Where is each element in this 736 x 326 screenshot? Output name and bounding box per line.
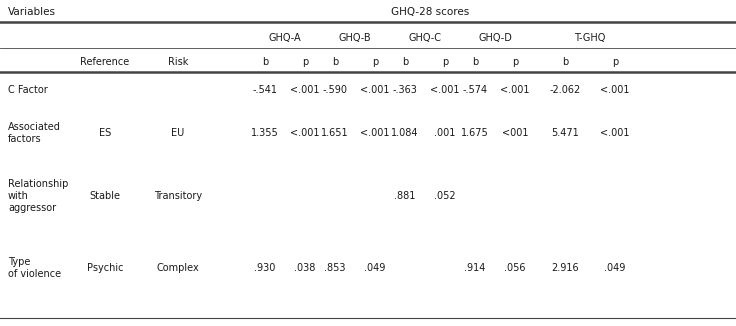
Text: Psychic: Psychic: [87, 263, 123, 273]
Text: .052: .052: [434, 191, 456, 201]
Text: Risk: Risk: [168, 57, 188, 67]
Text: -.574: -.574: [462, 85, 487, 95]
Text: -.541: -.541: [252, 85, 277, 95]
Text: p: p: [372, 57, 378, 67]
Text: Stable: Stable: [90, 191, 121, 201]
Text: .038: .038: [294, 263, 316, 273]
Text: Relationship
with
aggressor: Relationship with aggressor: [8, 179, 68, 214]
Text: 1.651: 1.651: [321, 128, 349, 138]
Text: Variables: Variables: [8, 7, 56, 17]
Text: <.001: <.001: [601, 128, 630, 138]
Text: <.001: <.001: [290, 85, 319, 95]
Text: GHQ-A: GHQ-A: [269, 33, 301, 43]
Text: .049: .049: [604, 263, 626, 273]
Text: <.001: <.001: [431, 85, 460, 95]
Text: <.001: <.001: [360, 85, 390, 95]
Text: p: p: [442, 57, 448, 67]
Text: <.001: <.001: [360, 128, 390, 138]
Text: b: b: [402, 57, 408, 67]
Text: Type
of violence: Type of violence: [8, 257, 61, 279]
Text: 2.916: 2.916: [551, 263, 578, 273]
Text: EU: EU: [171, 128, 185, 138]
Text: 1.084: 1.084: [392, 128, 419, 138]
Text: ES: ES: [99, 128, 111, 138]
Text: p: p: [302, 57, 308, 67]
Text: 5.471: 5.471: [551, 128, 579, 138]
Text: b: b: [332, 57, 338, 67]
Text: GHQ-B: GHQ-B: [339, 33, 372, 43]
Text: Complex: Complex: [157, 263, 199, 273]
Text: <001: <001: [502, 128, 528, 138]
Text: b: b: [262, 57, 268, 67]
Text: .049: .049: [364, 263, 386, 273]
Text: C Factor: C Factor: [8, 85, 48, 95]
Text: GHQ-D: GHQ-D: [478, 33, 512, 43]
Text: .056: .056: [504, 263, 526, 273]
Text: -2.062: -2.062: [549, 85, 581, 95]
Text: .914: .914: [464, 263, 486, 273]
Text: Associated
factors: Associated factors: [8, 122, 61, 144]
Text: .853: .853: [325, 263, 346, 273]
Text: b: b: [472, 57, 478, 67]
Text: GHQ-C: GHQ-C: [408, 33, 442, 43]
Text: -.363: -.363: [392, 85, 417, 95]
Text: b: b: [562, 57, 568, 67]
Text: Reference: Reference: [80, 57, 130, 67]
Text: GHQ-28 scores: GHQ-28 scores: [391, 7, 469, 17]
Text: p: p: [612, 57, 618, 67]
Text: p: p: [512, 57, 518, 67]
Text: <.001: <.001: [290, 128, 319, 138]
Text: .881: .881: [394, 191, 416, 201]
Text: <.001: <.001: [500, 85, 530, 95]
Text: T-GHQ: T-GHQ: [574, 33, 606, 43]
Text: .001: .001: [434, 128, 456, 138]
Text: .930: .930: [255, 263, 276, 273]
Text: 1.355: 1.355: [251, 128, 279, 138]
Text: Transitory: Transitory: [154, 191, 202, 201]
Text: 1.675: 1.675: [461, 128, 489, 138]
Text: -.590: -.590: [322, 85, 347, 95]
Text: <.001: <.001: [601, 85, 630, 95]
